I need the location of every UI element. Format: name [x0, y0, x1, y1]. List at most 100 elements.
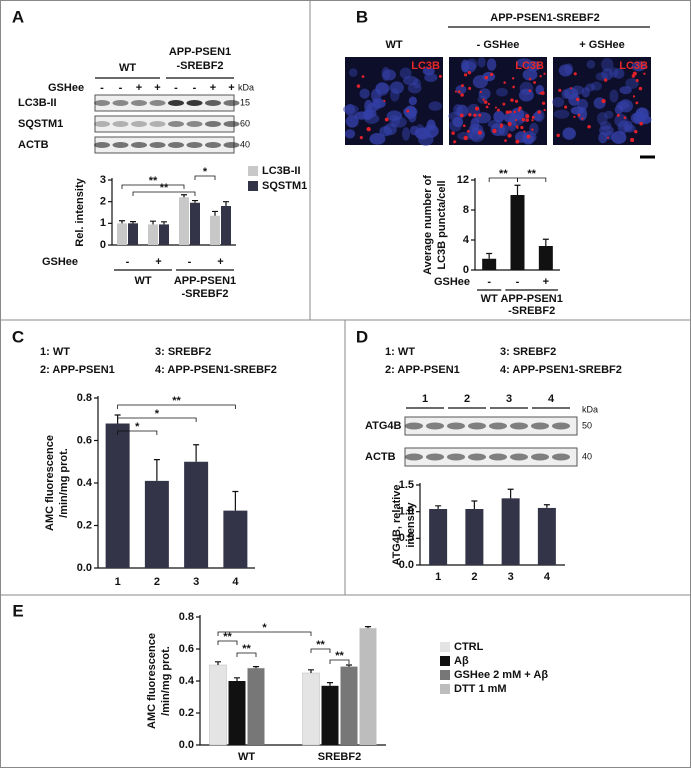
puncta: [511, 77, 515, 80]
significance-label: **: [149, 175, 158, 187]
puncta: [510, 98, 514, 102]
x-tick-label: -: [188, 256, 192, 268]
nucleus: [455, 85, 467, 95]
puncta: [587, 124, 591, 129]
y-axis-label: AMC fluorescence: [44, 435, 56, 531]
puncta: [462, 124, 466, 128]
blot-band: [426, 422, 444, 430]
y-tick-label: 0.0: [179, 739, 194, 751]
treatment-label: GSHee: [42, 256, 78, 268]
y-tick-label: 0.6: [77, 434, 92, 446]
bar: [221, 206, 231, 245]
nucleus: [401, 127, 411, 141]
key-item: 2: APP-PSEN1: [385, 364, 460, 376]
x-tick-label: 1: [115, 576, 121, 588]
significance-bracket: [217, 631, 312, 636]
legend-label: DTT 1 mM: [454, 683, 507, 695]
x-tick-label: 3: [193, 576, 199, 588]
legend-label: LC3B-II: [262, 165, 301, 177]
puncta: [525, 118, 530, 122]
puncta: [634, 129, 638, 134]
image-title: WT: [385, 39, 402, 51]
blot-row-label: ATG4B: [365, 420, 402, 432]
legend-label: GSHee 2 mM + Aβ: [454, 669, 548, 681]
blot-band: [149, 142, 166, 148]
significance-label: **: [335, 650, 344, 662]
error-bar: [223, 201, 229, 206]
kda-label: kDa: [582, 404, 598, 414]
puncta: [635, 78, 639, 83]
puncta: [463, 135, 468, 141]
nucleus: [586, 60, 596, 69]
bar: [223, 510, 248, 568]
nucleus: [382, 69, 396, 81]
y-tick-label: 0.0: [399, 559, 414, 571]
kda-label: kDa: [238, 82, 254, 92]
nucleus: [461, 59, 470, 73]
error-bar: [435, 505, 442, 509]
puncta: [523, 130, 526, 133]
nucleus: [414, 127, 431, 140]
puncta: [638, 86, 643, 91]
blot-band: [223, 100, 240, 106]
blot-band: [552, 453, 570, 461]
blot-band: [94, 121, 110, 127]
y-tick-label: 1: [100, 217, 106, 229]
puncta: [359, 136, 363, 140]
puncta: [573, 72, 577, 76]
nucleus: [369, 132, 386, 145]
blot-band: [131, 100, 147, 106]
panel-letter: E: [12, 601, 23, 620]
blot-band: [468, 453, 486, 461]
sign: +: [228, 82, 234, 94]
blot-band: [149, 121, 166, 127]
nucleus: [617, 120, 629, 134]
x-tick-label: 1: [435, 571, 441, 583]
puncta: [543, 108, 546, 112]
blot-band: [531, 422, 549, 430]
y-axis-label: /min/mg prot.: [58, 448, 70, 518]
error-bar: [193, 444, 200, 462]
y-axis-label: LC3B puncta/cell: [436, 180, 448, 269]
significance-bracket: [310, 648, 331, 653]
kda-value: 15: [240, 97, 250, 107]
puncta: [485, 105, 489, 109]
puncta: [438, 74, 442, 78]
nucleus: [487, 119, 503, 129]
significance-bracket: [236, 652, 257, 657]
kda-value: 50: [582, 420, 592, 430]
nucleus: [553, 109, 570, 119]
bar: [321, 685, 339, 745]
puncta: [451, 131, 455, 135]
error-bar: [346, 664, 352, 667]
nucleus: [609, 89, 619, 103]
bar: [537, 507, 556, 565]
blot-band: [426, 453, 444, 461]
x-tick-label: -: [516, 276, 520, 288]
nucleus: [493, 110, 505, 123]
group-label: WT: [134, 275, 151, 287]
error-bar: [181, 194, 187, 198]
nucleus: [522, 68, 538, 81]
puncta: [639, 121, 644, 126]
panel-letter: C: [12, 327, 24, 346]
puncta: [513, 110, 517, 114]
error-bar: [507, 488, 514, 499]
error-bar: [212, 210, 218, 216]
nucleus: [613, 68, 625, 79]
nucleus: [486, 58, 497, 71]
nucleus: [389, 114, 401, 128]
significance-bracket: [329, 659, 350, 664]
puncta: [460, 93, 464, 97]
kda-value: 60: [240, 118, 250, 128]
x-tick-label: 3: [508, 571, 514, 583]
x-tick-label: +: [543, 276, 549, 288]
significance-label: **: [499, 168, 508, 180]
puncta: [454, 90, 457, 93]
bar: [128, 223, 138, 245]
nucleus: [616, 100, 630, 110]
puncta: [531, 115, 535, 119]
nucleus: [428, 101, 442, 111]
key-item: 2: APP-PSEN1: [40, 364, 115, 376]
nucleus: [495, 87, 508, 97]
